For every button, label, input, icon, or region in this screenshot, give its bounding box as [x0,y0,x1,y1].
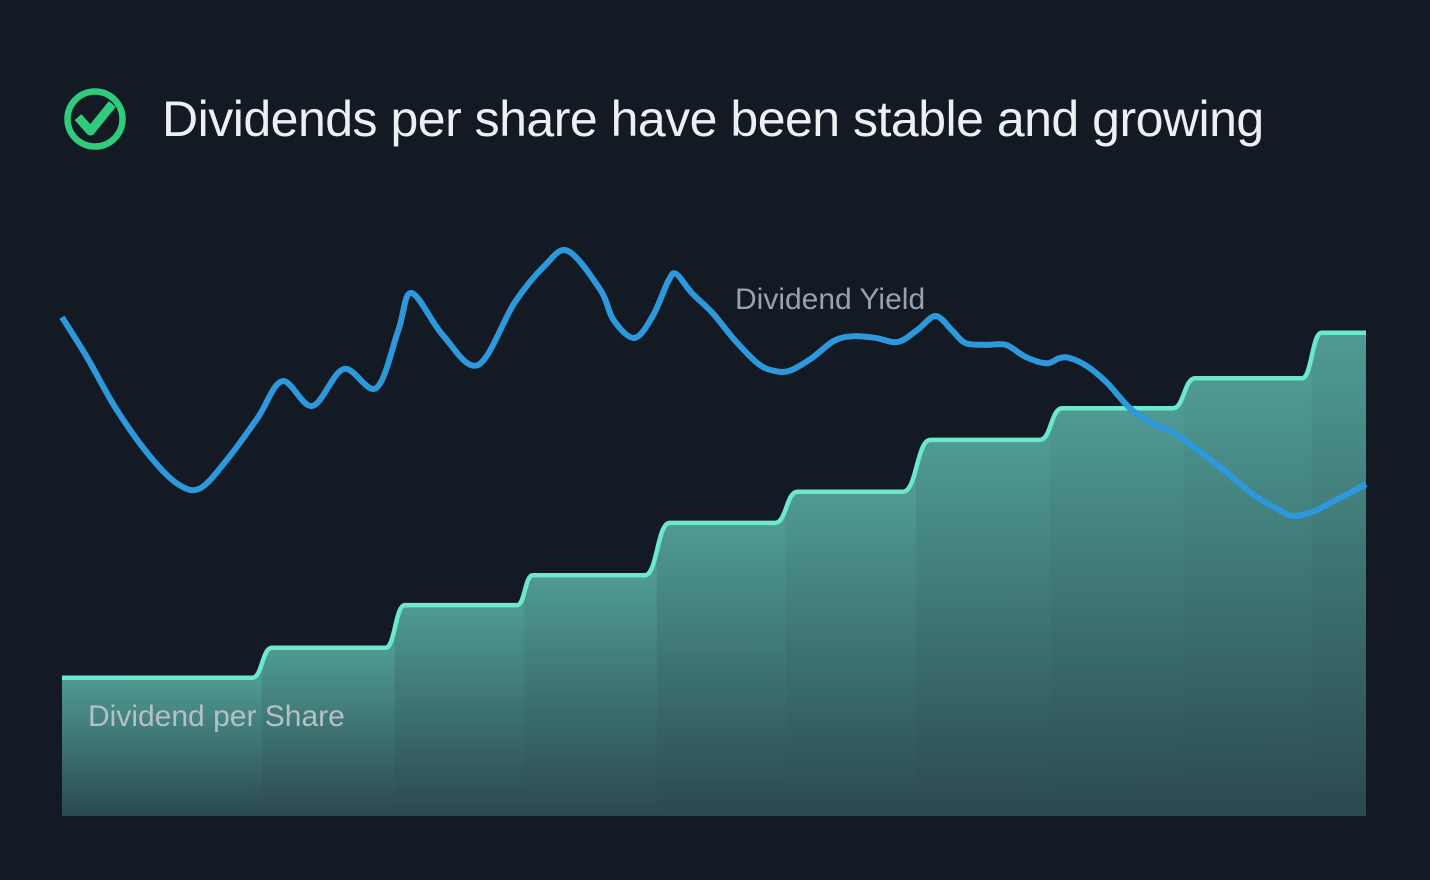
dps-area-segment [394,590,525,816]
dps-area-segment [785,465,917,816]
dps-area-segment [1311,332,1366,816]
dps-area-segment [1183,355,1312,816]
dps-line [62,330,1366,681]
dps-area-segment [656,507,787,816]
dps-series-label: Dividend per Share [88,700,345,733]
dps-area-segment [62,662,263,816]
yield-series-label: Dividend Yield [735,283,926,316]
dps-area-segment [1050,393,1185,816]
dps-area-segment [261,626,396,816]
dps-area-segment [916,424,1052,816]
dps-area-segment [524,549,658,816]
yield-line [59,247,1368,519]
header: Dividends per share have been stable and… [63,87,1264,151]
check-circle-icon [63,87,127,151]
page-title: Dividends per share have been stable and… [162,91,1264,147]
